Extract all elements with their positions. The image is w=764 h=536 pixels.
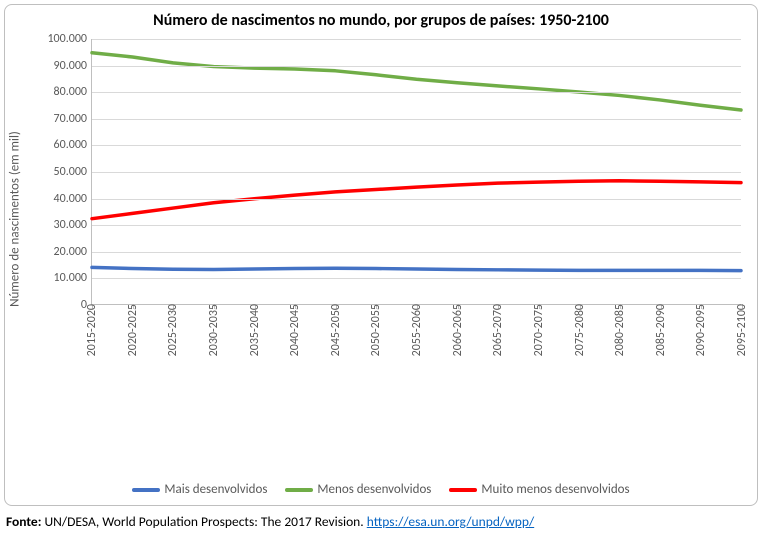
- x-tick-label: 2065-2070: [491, 304, 505, 356]
- x-tick-label: 2045-2050: [329, 304, 343, 356]
- source-text: UN/DESA, World Population Prospects: The…: [41, 513, 366, 530]
- source-link[interactable]: https://esa.un.org/unpd/wpp/: [367, 513, 534, 530]
- y-tick-label: 50.000: [37, 165, 87, 179]
- x-tick-label: 2015-2020: [85, 304, 99, 356]
- y-axis-label: Número de nascimentos (em mil): [8, 131, 23, 307]
- legend-item: Mais desenvolvidos: [132, 482, 267, 497]
- y-tick-label: 10.000: [37, 271, 87, 285]
- legend-label: Mais desenvolvidos: [164, 482, 267, 497]
- x-tick-label: 2035-2040: [248, 304, 262, 356]
- x-tick-label: 2070-2075: [532, 304, 546, 356]
- gridline: [92, 145, 741, 146]
- gridline: [92, 92, 741, 93]
- gridline: [92, 39, 741, 40]
- legend-swatch: [285, 488, 313, 492]
- legend: Mais desenvolvidos Menos desenvolvidos Mui…: [5, 482, 757, 497]
- legend-swatch: [449, 488, 477, 492]
- legend-label: Muito menos desenvolvidos: [481, 482, 629, 497]
- y-tick-label: 100.000: [37, 32, 87, 46]
- x-tick-label: 2085-2090: [654, 304, 668, 356]
- series-line: [92, 53, 741, 110]
- x-tick-label: 2025-2030: [166, 304, 180, 356]
- x-tick-label: 2020-2025: [126, 304, 140, 356]
- y-tick-label: 20.000: [37, 245, 87, 259]
- gridline: [92, 66, 741, 67]
- source-prefix: Fonte:: [6, 513, 41, 530]
- x-tick-label: 2095-2100: [735, 304, 749, 356]
- series-line: [92, 267, 741, 270]
- legend-item: Muito menos desenvolvidos: [449, 482, 629, 497]
- x-tick-label: 2055-2060: [410, 304, 424, 356]
- source-line: Fonte: UN/DESA, World Population Prospec…: [6, 513, 534, 530]
- gridline: [92, 119, 741, 120]
- x-tick-label: 2080-2085: [613, 304, 627, 356]
- plot-area: 2015-20202020-20252025-20302030-20352035…: [91, 39, 741, 305]
- chart-title: Número de nascimentos no mundo, por grup…: [5, 5, 757, 30]
- series-line: [92, 181, 741, 219]
- gridline: [92, 252, 741, 253]
- plot-wrap: Número de nascimentos (em mil) 2015-2020…: [33, 39, 751, 399]
- legend-item: Menos desenvolvidos: [285, 482, 431, 497]
- x-tick-label: 2060-2065: [451, 304, 465, 356]
- y-tick-label: 60.000: [37, 138, 87, 152]
- y-tick-label: 90.000: [37, 59, 87, 73]
- y-tick-label: 70.000: [37, 112, 87, 126]
- y-tick-label: 80.000: [37, 85, 87, 99]
- legend-swatch: [132, 488, 160, 492]
- y-tick-label: 0: [37, 298, 87, 312]
- legend-label: Menos desenvolvidos: [317, 482, 431, 497]
- x-tick-label: 2090-2095: [694, 304, 708, 356]
- x-tick-label: 2050-2055: [369, 304, 383, 356]
- gridline: [92, 278, 741, 279]
- gridline: [92, 225, 741, 226]
- gridline: [92, 172, 741, 173]
- chart-container: Número de nascimentos no mundo, por grup…: [4, 4, 758, 506]
- x-tick-label: 2030-2035: [207, 304, 221, 356]
- gridline: [92, 199, 741, 200]
- y-tick-label: 40.000: [37, 192, 87, 206]
- y-tick-label: 30.000: [37, 218, 87, 232]
- x-tick-label: 2040-2045: [288, 304, 302, 356]
- x-tick-label: 2075-2080: [573, 304, 587, 356]
